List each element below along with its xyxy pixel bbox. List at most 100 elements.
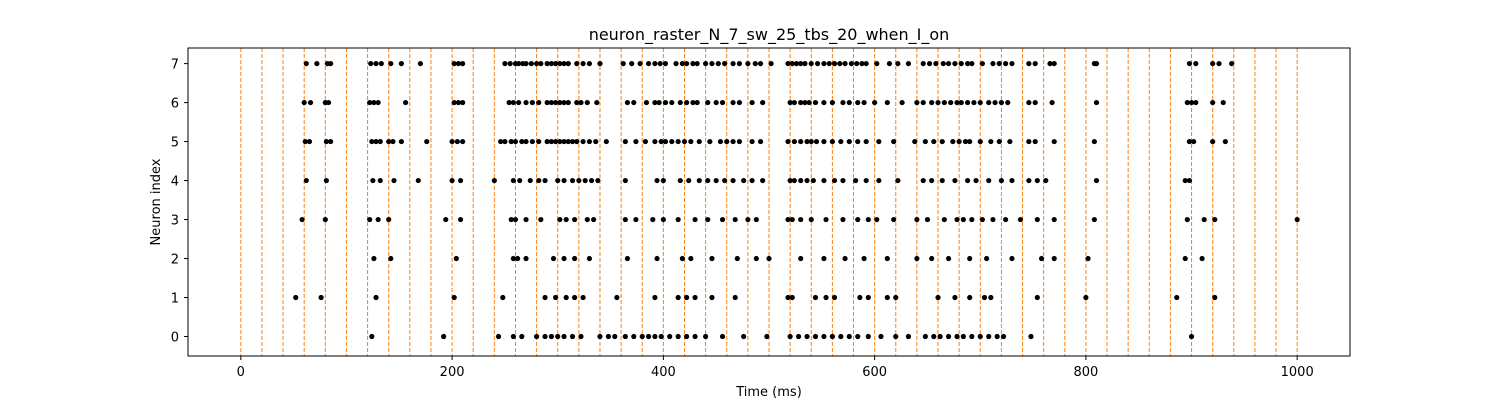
spike-point (749, 138, 755, 145)
spike-point (1085, 255, 1091, 262)
spike-point (789, 60, 795, 67)
spike-point (299, 216, 305, 223)
spike-point (388, 60, 394, 67)
spike-point (945, 60, 952, 67)
spike-point (821, 60, 827, 67)
spike-point (323, 177, 329, 184)
spike-point (574, 60, 580, 67)
spike-point (1184, 216, 1190, 223)
spike-point (1091, 138, 1097, 145)
spike-point (939, 138, 945, 145)
spike-point (785, 216, 791, 223)
spike-point (914, 216, 920, 223)
spike-point (574, 138, 580, 145)
spike-point (958, 99, 964, 106)
spike-point (753, 216, 759, 223)
spike-point (563, 216, 569, 223)
spike-point (893, 333, 899, 340)
spike-point (940, 60, 946, 67)
spike-point (945, 333, 952, 340)
spike-point (677, 177, 683, 184)
spike-point (705, 177, 711, 184)
spike-point (785, 60, 791, 67)
spike-point (941, 99, 947, 106)
spike-point (514, 255, 521, 262)
spike-point (745, 60, 751, 67)
spike-point (293, 294, 299, 301)
spike-point (990, 60, 996, 67)
spike-point (937, 333, 943, 340)
spike-point (692, 294, 698, 301)
spike-point (580, 294, 586, 301)
spike-point (645, 333, 652, 340)
spike-point (929, 99, 935, 106)
spike-point (544, 99, 550, 106)
spike-point (669, 138, 675, 145)
spike-point (460, 60, 466, 67)
spike-point (370, 177, 376, 184)
spike-point (891, 138, 897, 145)
spike-point (574, 99, 580, 106)
spike-point (1047, 60, 1053, 67)
spike-point (694, 99, 700, 106)
spike-point (572, 216, 578, 223)
spike-point (1051, 255, 1057, 262)
spike-point (654, 255, 660, 262)
y-tick-label: 0 (171, 331, 179, 346)
spike-point (1026, 99, 1032, 106)
spike-point (952, 177, 958, 184)
spike-point (306, 138, 313, 145)
spike-point (1009, 177, 1015, 184)
spike-point (453, 255, 459, 262)
x-tick-label: 0 (237, 365, 245, 380)
spike-point (1184, 99, 1190, 106)
spike-point (821, 255, 827, 262)
spike-point (734, 255, 740, 262)
spike-point (1026, 138, 1032, 145)
spike-point (741, 333, 747, 340)
spike-point (1093, 177, 1100, 184)
spike-point (679, 60, 685, 67)
spike-point (876, 177, 882, 184)
spike-point (624, 99, 631, 106)
spike-point (536, 177, 542, 184)
spike-point (643, 99, 650, 106)
spike-point (451, 294, 457, 301)
spike-point (722, 60, 728, 67)
spike-point (502, 60, 508, 67)
spike-point (523, 255, 529, 262)
spike-point (677, 99, 683, 106)
spike-point (886, 60, 893, 67)
spike-point (935, 294, 941, 301)
spike-point (631, 333, 637, 340)
spike-point (686, 177, 692, 184)
spike-point (1091, 216, 1097, 223)
spike-point (673, 60, 679, 67)
spike-point (831, 60, 838, 67)
spike-point (367, 216, 373, 223)
spike-point (931, 333, 937, 340)
spike-point (302, 138, 308, 145)
spike-point (707, 138, 713, 145)
spike-point (517, 177, 523, 184)
spike-point (307, 99, 314, 106)
spike-point (789, 294, 795, 301)
spike-point (527, 177, 533, 184)
y-tick-label: 2 (171, 253, 179, 268)
spike-point (988, 294, 994, 301)
spike-point (709, 255, 715, 262)
spike-point (597, 60, 603, 67)
spike-point (745, 216, 751, 223)
spike-point (508, 138, 514, 145)
spike-point (561, 99, 567, 106)
spike-point (920, 99, 926, 106)
spike-point (1193, 60, 1199, 67)
spike-point (884, 255, 890, 262)
spike-point (510, 177, 516, 184)
spike-point (548, 99, 554, 106)
spike-point (378, 60, 384, 67)
spike-point (1216, 60, 1222, 67)
spike-point (806, 99, 812, 106)
spike-point (920, 60, 926, 67)
